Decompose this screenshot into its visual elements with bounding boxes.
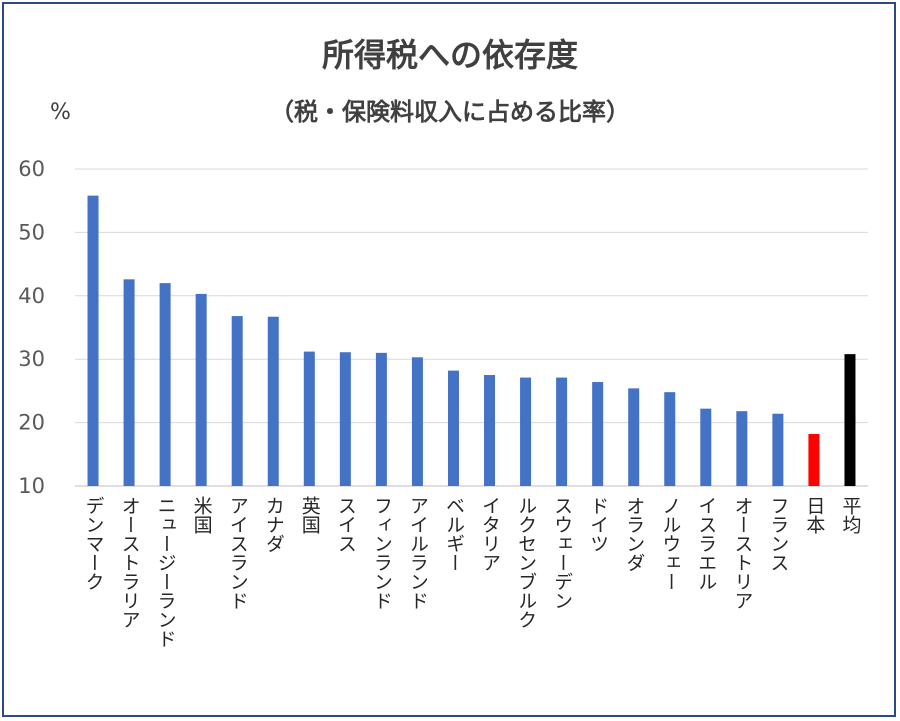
x-tick-label: フィンランド [371, 496, 393, 610]
x-tick-label: アイルランド [407, 496, 429, 610]
x-tick-label: フランス [767, 496, 789, 572]
x-tick-label: イタリア [479, 496, 501, 572]
bar [447, 370, 459, 486]
bar [375, 352, 387, 486]
bar [520, 377, 532, 486]
bar [700, 408, 712, 486]
x-tick-label: 英国 [299, 496, 321, 534]
bar [844, 354, 856, 486]
bar [484, 375, 496, 486]
x-tick-label: ルクセンブルク [515, 496, 537, 629]
bar [339, 352, 351, 486]
y-tick-label: 50 [18, 220, 45, 244]
bar [159, 283, 171, 486]
chart-title: 所得税への依存度 [321, 36, 578, 74]
bar [123, 279, 135, 486]
y-tick-label: 20 [18, 411, 45, 435]
x-tick-label: 日本 [803, 496, 825, 534]
x-tick-label: オランダ [623, 496, 645, 572]
x-tick-label: デンマーク [83, 496, 105, 591]
y-tick-label: 60 [18, 157, 45, 181]
chart-subtitle: （税・保険料収入に占める比率） [270, 98, 630, 126]
bar [808, 434, 820, 486]
y-axis-unit-label: % [50, 100, 71, 125]
x-tick-label: アイスランド [227, 496, 249, 610]
x-tick-label: スウェーデン [551, 496, 573, 610]
bar [772, 413, 784, 486]
bar [411, 357, 423, 486]
x-tick-label: 平均 [839, 496, 861, 534]
bar [664, 392, 676, 486]
x-tick-label: ベルギー [443, 496, 465, 572]
x-tick-label: ドイツ [587, 496, 609, 553]
x-tick-label: ニュージーランド [155, 496, 177, 648]
y-tick-label: 30 [18, 347, 45, 371]
bar [195, 293, 207, 486]
x-tick-label: オーストラリア [119, 496, 141, 629]
y-tick-label: 40 [18, 284, 45, 308]
bar [592, 382, 604, 486]
x-tick-label: オーストリア [731, 496, 753, 610]
x-tick-label: 米国 [191, 496, 213, 534]
bar [231, 316, 243, 486]
bar [267, 316, 279, 486]
x-tick-label: ノルウェー [659, 496, 681, 591]
bar [87, 195, 99, 487]
x-tick-label: カナダ [263, 496, 285, 553]
x-tick-label: イスラエル [695, 496, 717, 591]
bar [628, 388, 640, 486]
y-tick-label: 10 [18, 474, 45, 498]
bar [303, 351, 315, 486]
bar [736, 411, 748, 486]
x-tick-label: スイス [335, 496, 357, 553]
bar [556, 377, 568, 486]
